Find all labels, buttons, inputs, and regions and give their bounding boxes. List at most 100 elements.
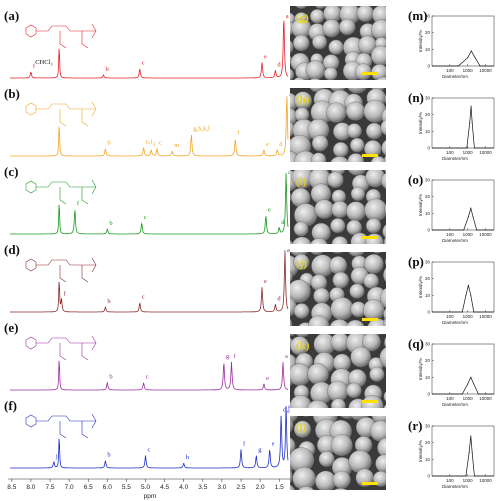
microsphere xyxy=(333,142,349,158)
microsphere xyxy=(290,225,291,230)
microsphere xyxy=(371,19,386,41)
microsphere xyxy=(290,6,291,7)
dls-data-point xyxy=(471,122,473,124)
microsphere xyxy=(290,417,294,433)
microsphere xyxy=(326,102,347,123)
dls-x-axis-label: Diameter/nm xyxy=(442,320,468,325)
microsphere xyxy=(331,200,349,219)
microsphere xyxy=(370,156,386,162)
microsphere xyxy=(339,18,356,36)
microsphere xyxy=(293,77,305,80)
microsphere xyxy=(370,45,386,66)
nmr-spectrum-line xyxy=(10,173,289,235)
microsphere xyxy=(385,258,386,266)
dls-data-point xyxy=(473,383,475,385)
microsphere xyxy=(383,154,386,162)
microsphere xyxy=(384,203,386,215)
nmr-panel-f: (f) j b c h f g e d,ja xyxy=(4,398,291,469)
dls-data-point xyxy=(473,147,475,149)
chemical-structure xyxy=(25,101,97,127)
dls-distribution-line xyxy=(432,50,494,67)
microsphere xyxy=(307,363,329,385)
nmr-x-tick-label: 7.5 xyxy=(45,484,54,491)
peak-label: d xyxy=(277,62,281,69)
dls-data-point xyxy=(465,294,467,296)
nmr-x-tick-label: 3.5 xyxy=(198,484,207,491)
dls-panel-m: (m) 0 10 20 30 100 1000 10000 Intensity/% Diamete… xyxy=(408,8,495,79)
microsphere xyxy=(310,252,324,256)
peak-label: l xyxy=(153,141,155,148)
nmr-spectrum-line xyxy=(10,20,289,79)
microsphere xyxy=(356,6,374,23)
microsphere xyxy=(305,60,326,80)
microsphere xyxy=(308,315,330,326)
chemical-structure xyxy=(25,413,97,439)
microsphere xyxy=(349,283,365,299)
dls-panel-o: (o) 0 10 20 30 100 1000 10000 Intensity/% Diamete… xyxy=(408,172,495,243)
chemical-structure xyxy=(25,257,97,283)
scale-bar xyxy=(362,236,378,239)
nmr-x-tick-label: 6.5 xyxy=(84,484,93,491)
microsphere xyxy=(385,234,405,254)
microsphere xyxy=(332,271,350,289)
microsphere xyxy=(381,172,386,190)
microsphere xyxy=(290,279,311,303)
microsphere xyxy=(347,153,365,162)
nmr-panel-label: (d) xyxy=(4,242,20,257)
microsphere xyxy=(346,201,366,222)
microsphere xyxy=(347,88,367,94)
nmr-x-axis-label: ppm xyxy=(144,493,157,500)
dls-x-tick-label: 1000 xyxy=(463,314,474,319)
microsphere xyxy=(387,75,405,93)
sem-panel-label: (g) xyxy=(296,12,309,24)
dls-x-axis-label: Diameter/nm xyxy=(442,402,468,407)
peak-label: e xyxy=(264,54,267,61)
dls-y-tick-label: 30 xyxy=(425,424,431,429)
dls-data-point xyxy=(461,393,463,395)
microsphere xyxy=(293,303,310,319)
sem-particles xyxy=(290,334,403,408)
sem-panel-j: (j) xyxy=(290,234,405,326)
dls-x-tick-label: 100 xyxy=(446,478,454,483)
dls-panel-label: (m) xyxy=(408,8,428,23)
microsphere xyxy=(346,319,365,326)
dls-y-tick-label: 30 xyxy=(425,14,431,19)
peak-label: a xyxy=(286,13,289,20)
peak-label: g,h,k,l xyxy=(193,125,210,132)
dls-y-tick-label: 30 xyxy=(425,178,431,183)
dls-data-point xyxy=(476,229,478,231)
nmr-panel-c: (c) f b c e d a xyxy=(4,164,291,235)
nmr-spectra: (a)CHCl₃fbceda(b)bn,ilcmg,h,k,lfeda(c)fb… xyxy=(4,8,292,469)
nmr-x-tick-label: 8.0 xyxy=(26,484,35,491)
peak-label: f xyxy=(237,130,240,137)
dls-distribution-line xyxy=(432,435,494,477)
dls-panel-label: (p) xyxy=(408,254,424,269)
nmr-panel-e: (e) b c g f e a xyxy=(4,320,289,391)
dls-data-point xyxy=(470,376,472,378)
microsphere xyxy=(349,491,371,501)
dls-y-tick-label: 0 xyxy=(427,64,430,69)
microsphere xyxy=(388,371,403,386)
dls-x-tick-label: 1000 xyxy=(463,396,474,401)
peak-label: e xyxy=(266,141,269,148)
sem-panel-label: (k) xyxy=(296,340,310,352)
sem-panel-label: (i) xyxy=(296,176,307,188)
microsphere xyxy=(347,170,367,176)
dls-y-tick-label: 30 xyxy=(425,96,431,101)
microsphere xyxy=(293,253,310,271)
nmr-spectrum-line xyxy=(10,406,289,469)
dls-y-tick-label: 10 xyxy=(425,47,431,52)
peak-label: e xyxy=(272,440,275,447)
sem-panel-k: (k) xyxy=(290,334,403,408)
dls-plot-frame xyxy=(431,15,495,67)
dls-x-axis-label: Diameter/nm xyxy=(442,484,468,489)
dls-y-axis-label: Intensity/% xyxy=(418,112,423,134)
dls-distribution-line xyxy=(432,106,494,149)
dls-data-point xyxy=(467,216,469,218)
dls-x-tick-label: 1000 xyxy=(463,68,474,73)
dls-plot-frame xyxy=(431,343,495,395)
dls-distribution-line xyxy=(432,285,494,313)
